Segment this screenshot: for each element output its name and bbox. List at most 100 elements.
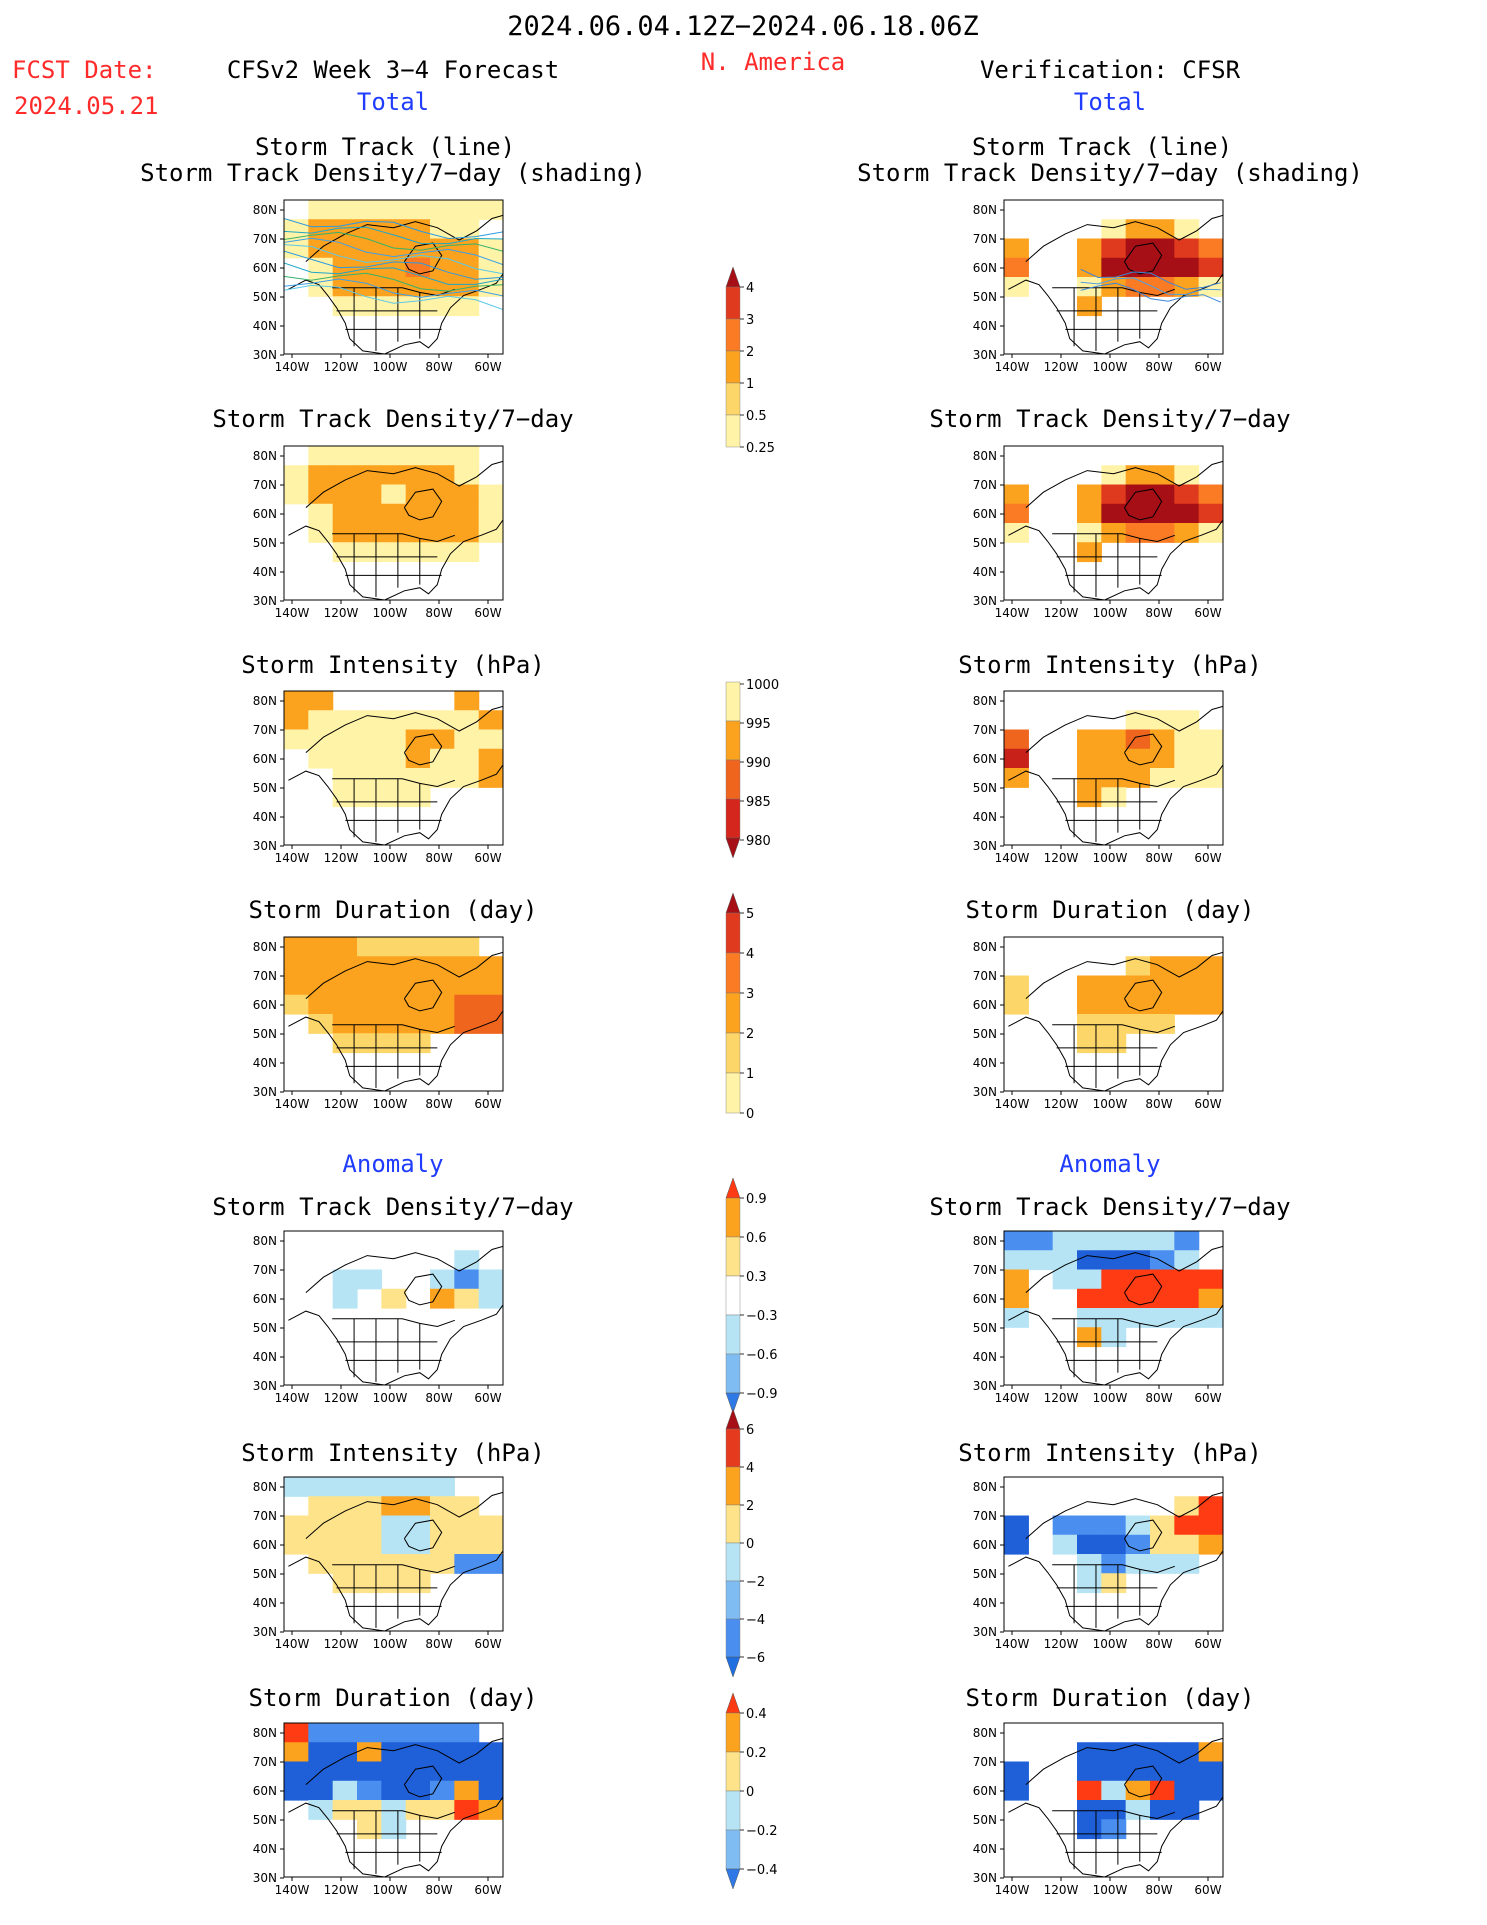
right-panel-5-title: Storm Track Density/7−day	[929, 1193, 1291, 1221]
heatmap-cell	[430, 446, 455, 466]
colorbar-label: 2	[746, 1027, 754, 1042]
heatmap-cell	[284, 1780, 309, 1801]
heatmap-cell	[430, 200, 455, 220]
heatmap-cell	[1101, 277, 1127, 297]
heatmap-cell	[1174, 1288, 1200, 1309]
lon-label: 120W	[1044, 1883, 1079, 1897]
colorbar-label: −0.9	[746, 1387, 778, 1402]
heatmap-cell	[1077, 1742, 1102, 1763]
heatmap-cell	[332, 994, 358, 1015]
heatmap-cell	[1077, 296, 1102, 317]
heatmap-cell	[478, 994, 503, 1015]
heatmap-cell	[381, 1742, 407, 1763]
heatmap-cell	[381, 1496, 407, 1517]
west-coastline	[1008, 1310, 1105, 1385]
lat-label: 80N	[973, 940, 997, 954]
heatmap-cell	[405, 994, 431, 1015]
heatmap-cell	[1174, 994, 1200, 1015]
lat-label: 30N	[973, 1625, 997, 1639]
lat-label: 70N	[973, 723, 997, 737]
heatmap-cell	[1077, 1534, 1102, 1555]
heatmap-cell	[1004, 1269, 1029, 1290]
lat-label: 80N	[973, 1480, 997, 1494]
heatmap-cell	[308, 956, 334, 977]
lon-label: 60W	[1194, 851, 1221, 865]
lon-label: 120W	[1044, 1097, 1079, 1111]
lat-label: 40N	[253, 810, 277, 824]
colorbar-segment	[725, 1790, 741, 1831]
colorbar-label: 0.2	[746, 1746, 767, 1761]
heatmap-cell	[1004, 1288, 1029, 1309]
heatmap-cell	[1174, 1515, 1200, 1536]
heatmap-cell	[1101, 787, 1127, 808]
arctic-coastline	[305, 1245, 503, 1293]
hudson-bay-outline	[1124, 488, 1163, 521]
heatmap-cell	[1004, 748, 1029, 769]
heatmap-cell	[357, 238, 382, 259]
heatmap-cell	[430, 1742, 455, 1763]
heatmap-cell	[332, 937, 358, 957]
hudson-bay-outline	[403, 1273, 443, 1306]
heatmap-cell	[1077, 542, 1102, 563]
heatmap-cell	[1125, 1554, 1151, 1574]
heatmap-cell	[478, 748, 503, 769]
hudson-bay-outline	[1124, 242, 1163, 275]
heatmap-cell	[1077, 1014, 1102, 1034]
heatmap-cell	[332, 465, 358, 486]
region-title: N. America	[700, 48, 846, 76]
right-panel-7-title: Storm Duration (day)	[965, 1684, 1255, 1712]
heatmap-cell	[1004, 1534, 1029, 1555]
lat-label: 80N	[253, 1726, 277, 1740]
right-panel-1-title-b: Storm Track Density/7−day (shading)	[857, 159, 1363, 187]
lon-label: 140W	[995, 360, 1030, 374]
heatmap-cell	[1174, 484, 1200, 505]
hudson-bay-outline	[1124, 733, 1163, 766]
heatmap-cell	[332, 768, 358, 788]
colorbar-segment	[725, 382, 741, 416]
heatmap-cell	[430, 956, 455, 977]
heatmap-cell	[454, 937, 480, 957]
lat-label: 30N	[973, 1871, 997, 1885]
heatmap-cell	[284, 465, 309, 486]
lat-label: 50N	[973, 290, 997, 304]
colorbar-label: −0.6	[746, 1348, 778, 1363]
lat-label: 60N	[253, 1292, 277, 1306]
arctic-coastline	[1025, 951, 1223, 999]
lon-label: 100W	[373, 851, 408, 865]
heatmap-cell	[1052, 1515, 1078, 1536]
heatmap-cell	[1150, 1515, 1175, 1536]
heatmap-cell	[1077, 257, 1102, 278]
left-panel-1-title-b: Storm Track Density/7−day (shading)	[140, 159, 646, 187]
heatmap-cell	[478, 710, 503, 731]
heatmap-cell	[1101, 1231, 1127, 1251]
heatmap-cell	[1077, 1308, 1102, 1328]
heatmap-cell	[1125, 1534, 1151, 1555]
heatmap-cell	[1004, 1515, 1029, 1536]
colorbar-track-density-anomaly: 0.9 0.6 0.3 −0.3 −0.6 −0.9	[725, 1177, 778, 1414]
heatmap-cell	[1004, 975, 1029, 996]
lon-label: 140W	[995, 1097, 1030, 1111]
lat-label: 50N	[253, 290, 277, 304]
heatmap-cell	[1077, 748, 1102, 769]
lat-label: 30N	[253, 348, 277, 362]
heatmap-cell	[284, 691, 309, 711]
west-coastline	[1008, 279, 1105, 354]
colorbar-tip	[725, 1392, 741, 1414]
colorbar-segment	[725, 992, 741, 1034]
lon-label: 140W	[275, 1883, 310, 1897]
heatmap-cell	[308, 994, 334, 1015]
lon-label: 120W	[324, 1637, 359, 1651]
heatmap-cell	[1125, 257, 1151, 278]
heatmap-cell	[1174, 710, 1200, 731]
heatmap-cell	[430, 1723, 455, 1743]
heatmap-cell	[1174, 1742, 1200, 1763]
storm-track-line	[284, 284, 503, 310]
colorbar-label: 1	[746, 377, 754, 392]
lat-label: 50N	[973, 1813, 997, 1827]
heatmap-cell	[332, 1477, 358, 1497]
lat-label: 70N	[973, 1263, 997, 1277]
heatmap-cell	[478, 1800, 503, 1820]
heatmap-cell	[1077, 975, 1102, 996]
heatmap-cell	[405, 1033, 431, 1054]
